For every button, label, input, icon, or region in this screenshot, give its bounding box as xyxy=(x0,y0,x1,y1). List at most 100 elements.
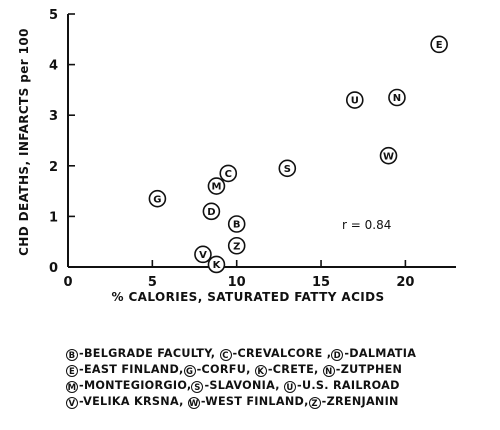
data-point-s: S xyxy=(278,159,297,178)
legend-entry-label: -CRETE, xyxy=(267,363,323,376)
legend-entry: D -DALMATIA xyxy=(331,347,417,361)
legend-entry-label: -MONTEGIORGIO, xyxy=(79,379,192,392)
legend-entry-label: -ZRENJANIN xyxy=(321,395,399,408)
legend-entry-label: -SLAVONIA, xyxy=(204,379,284,392)
legend-code-badge: U xyxy=(284,381,296,393)
legend-code-badge: Z xyxy=(308,397,321,409)
legend-code-badge: M xyxy=(66,381,78,393)
legend-entry-label: -CORFU, xyxy=(196,363,255,376)
legend-entry: K -CRETE, xyxy=(254,363,323,377)
legend-code-badge: G xyxy=(183,365,196,377)
data-point-label: M xyxy=(211,182,221,193)
y-tick-label: 2 xyxy=(49,160,58,175)
data-point-w: W xyxy=(379,146,398,165)
data-point-marker xyxy=(388,88,406,107)
legend-entry: N -ZUTPHEN xyxy=(322,363,403,377)
data-point-e: E xyxy=(430,35,448,54)
legend: B -BELGRADE FACULTY, C -CREVALCORE , D -DALM… xyxy=(66,346,486,410)
data-point-label: B xyxy=(233,220,241,231)
data-point-marker xyxy=(194,245,212,264)
data-point-label: C xyxy=(225,169,232,180)
legend-entry: W -WEST FINLAND, xyxy=(187,395,309,409)
data-point-label: W xyxy=(383,151,394,162)
legend-entry-label: -CREVALCORE , xyxy=(232,347,332,360)
data-point-label: S xyxy=(284,164,291,175)
x-tick-label: 0 xyxy=(63,275,72,290)
legend-entry: B -BELGRADE FACULTY, xyxy=(66,347,220,361)
legend-code-badge: K xyxy=(254,365,267,377)
legend-entry: E -EAST FINLAND, xyxy=(66,363,184,377)
data-point-marker xyxy=(278,159,297,178)
legend-line: M -MONTEGIORGIO, S -SLAVONIA, U -U.S. RAILRO… xyxy=(66,378,486,394)
data-point-label: G xyxy=(153,194,161,205)
legend-code-badge: S xyxy=(191,381,204,393)
y-axis-ticks: 0 1 2 3 4 5 xyxy=(49,8,75,276)
legend-entry: G -CORFU, xyxy=(183,363,255,377)
y-tick-label: 1 xyxy=(49,210,58,225)
legend-code-badge: N xyxy=(322,365,335,377)
x-tick-label: 10 xyxy=(228,275,246,290)
x-axis-label: % CALORIES, SATURATED FATTY ACIDS xyxy=(111,290,384,304)
y-tick-label: 0 xyxy=(49,261,58,276)
data-point-marker xyxy=(227,236,246,255)
data-point-label: D xyxy=(207,207,215,218)
legend-code-badge: V xyxy=(66,397,78,409)
x-tick-label: 5 xyxy=(148,275,157,290)
data-point-g: G xyxy=(148,189,167,208)
data-point-z: Z xyxy=(227,236,246,255)
legend-line: E -EAST FINLAND, G -CORFU, K -CRETE, N -ZUTPH… xyxy=(66,362,486,378)
legend-entry-label: -DALMATIA xyxy=(344,347,417,360)
data-point-k: K xyxy=(207,255,226,274)
data-point-marker xyxy=(227,215,246,233)
data-point-marker xyxy=(219,164,238,183)
legend-line: V -VELIKA KRSNA, W -WEST FINLAND, Z -ZRENJAN… xyxy=(66,394,486,410)
data-point-marker xyxy=(345,91,364,109)
data-point-label: K xyxy=(213,260,222,271)
data-point-marker xyxy=(379,146,398,165)
data-point-u: U xyxy=(345,91,364,109)
data-point-n: N xyxy=(388,88,406,107)
data-point-marker xyxy=(207,177,226,195)
legend-entry: M -MONTEGIORGIO, xyxy=(66,379,192,393)
data-point-label: Z xyxy=(233,241,240,252)
legend-entry-label: -ZUTPHEN xyxy=(335,363,403,376)
y-tick-label: 5 xyxy=(49,8,58,23)
data-point-marker xyxy=(430,35,448,54)
legend-entry: V -VELIKA KRSNA, xyxy=(66,395,188,409)
legend-entry: S -SLAVONIA, xyxy=(191,379,284,393)
data-point-marker xyxy=(148,189,167,208)
correlation-annotation: r = 0.84 xyxy=(342,218,391,232)
data-point-v: V xyxy=(194,245,212,264)
data-point-label: N xyxy=(393,93,401,104)
data-point-b: B xyxy=(227,215,246,233)
data-point-label: E xyxy=(436,40,443,51)
data-point-d: D xyxy=(202,202,221,221)
x-tick-label: 15 xyxy=(312,275,330,290)
y-tick-label: 4 xyxy=(49,59,58,74)
data-point-m: M xyxy=(207,177,226,195)
legend-code-badge: D xyxy=(331,349,344,361)
legend-entry: C -CREVALCORE , xyxy=(219,347,332,361)
legend-code-badge: C xyxy=(219,349,232,361)
data-point-c: C xyxy=(219,164,238,183)
y-axis-label: CHD DEATHS, INFARCTS per 100 xyxy=(17,28,31,256)
legend-entry-label: -WEST FINLAND, xyxy=(200,395,309,408)
legend-entry-label: -VELIKA KRSNA, xyxy=(79,395,188,408)
legend-entry: U -U.S. RAILROAD xyxy=(284,379,400,393)
y-tick-label: 3 xyxy=(49,109,58,124)
data-point-marker xyxy=(207,255,226,274)
legend-entry-label: -BELGRADE FACULTY, xyxy=(79,347,220,360)
legend-line: B -BELGRADE FACULTY, C -CREVALCORE , D -DALM… xyxy=(66,346,486,362)
legend-entry: Z -ZRENJANIN xyxy=(308,395,399,409)
scatter-chart: 0 1 2 3 4 5 0 5 10 15 20 CHD DEATHS, INFARCTS per… xyxy=(17,8,456,304)
data-points: E N U W S CM G D BZ VK xyxy=(148,35,448,274)
legend-code-badge: E xyxy=(66,365,78,377)
x-tick-label: 20 xyxy=(396,275,414,290)
legend-code-badge: B xyxy=(66,349,78,361)
data-point-label: V xyxy=(199,250,207,261)
x-axis-ticks: 0 5 10 15 20 xyxy=(63,260,414,290)
data-point-marker xyxy=(202,202,221,221)
legend-code-badge: W xyxy=(187,397,200,409)
legend-entry-label: -EAST FINLAND, xyxy=(79,363,184,376)
legend-entry-label: -U.S. RAILROAD xyxy=(297,379,400,392)
